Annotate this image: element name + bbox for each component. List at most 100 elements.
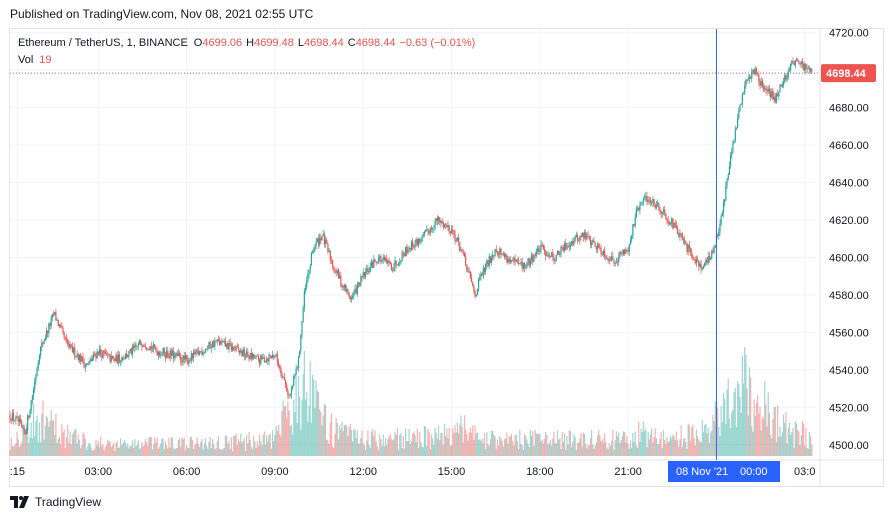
volume-bar [29, 437, 31, 456]
volume-bar [695, 429, 698, 456]
volume-bar [754, 415, 756, 456]
candle-body [178, 353, 181, 356]
candle-body [611, 256, 613, 261]
volume-bar [565, 449, 567, 456]
volume-bar [240, 433, 242, 456]
candle-body [122, 357, 124, 360]
candle-body [516, 259, 519, 261]
legend-high-label: H [246, 37, 254, 49]
candle-body [780, 84, 782, 87]
candle-body [519, 263, 521, 264]
candle-body [645, 196, 647, 199]
tradingview-footer[interactable]: TradingView [10, 495, 101, 509]
candle-body [512, 260, 514, 262]
volume-bar [467, 440, 469, 456]
candle-body [448, 225, 450, 232]
candle-body [555, 254, 557, 260]
volume-bar [22, 424, 24, 456]
candle-body [37, 362, 39, 369]
volume-bar [353, 429, 355, 456]
candle-body [273, 354, 275, 358]
candle-body [546, 255, 548, 257]
volume-bar [612, 429, 614, 456]
volume-bar [797, 429, 799, 456]
candle-body [317, 238, 320, 245]
volume-bar [165, 444, 168, 456]
candle-body [779, 84, 781, 92]
candle-body [528, 258, 530, 266]
volume-bar [453, 433, 455, 456]
candle-body [125, 354, 128, 358]
volume-bar [109, 441, 111, 456]
candle-body [355, 288, 357, 294]
volume-bar [108, 441, 110, 456]
candle-body [601, 254, 603, 255]
price-axis[interactable]: 4720.004700.004680.004660.004640.004620.… [829, 28, 869, 452]
volume-bar [238, 441, 241, 456]
candle-body [379, 256, 381, 258]
candle-body [353, 292, 355, 296]
volume-bar [538, 433, 540, 456]
candle-body [772, 90, 774, 101]
volume-bar [442, 445, 444, 456]
volume-bar [356, 430, 358, 456]
candle-body [748, 77, 751, 80]
candle-body [10, 418, 12, 421]
candle-body [400, 260, 402, 263]
volume-bar [726, 389, 728, 456]
candle-body [679, 233, 681, 237]
candle-body [720, 215, 722, 224]
volume-bar [722, 392, 725, 456]
volume-bar [489, 438, 491, 456]
volume-bar [732, 409, 734, 456]
volume-bar [553, 431, 555, 456]
volume-bar [346, 425, 348, 456]
volume-bar [257, 445, 260, 456]
volume-bar [28, 442, 30, 456]
volume-bar [191, 440, 194, 456]
volume-bar [113, 442, 115, 456]
volume-bar [645, 428, 647, 456]
candle-body [702, 266, 705, 269]
candle-body [274, 355, 276, 358]
candle-body [648, 199, 650, 201]
candle-body [486, 260, 488, 265]
volume-bar [708, 442, 710, 456]
volume-bar [742, 383, 745, 456]
volume-bar [236, 445, 238, 456]
candle-body [311, 251, 314, 253]
candle-body [492, 255, 494, 258]
candle-body [507, 258, 509, 263]
candle-body [47, 330, 49, 334]
volume-bar [790, 434, 792, 456]
volume-bar [328, 443, 330, 456]
candle-body [81, 356, 83, 362]
volume-bar [556, 430, 559, 456]
volume-bar [692, 424, 694, 456]
candle-body [342, 285, 344, 288]
volume-bar [785, 412, 787, 456]
candle-body [374, 259, 376, 262]
volume-bar [655, 438, 657, 456]
volume-bar [301, 400, 303, 456]
legend-symbol[interactable]: Ethereum / TetherUS [18, 37, 121, 49]
candle-body [603, 250, 606, 257]
candle-body [78, 354, 81, 360]
candle-body [133, 346, 135, 348]
volume-bar [466, 434, 468, 456]
candle-body [422, 234, 424, 236]
time-tick-label: 12:00 [349, 466, 377, 478]
candle-body [211, 341, 214, 348]
candle-body [202, 352, 204, 355]
candle-body [72, 347, 75, 353]
time-axis[interactable]: :15 03:00 06:00 09:00 12:00 15:00 18:00 21:00 03… [10, 466, 816, 478]
volume-bar [354, 429, 356, 456]
candle-body [21, 422, 23, 428]
volume-bar [548, 442, 550, 456]
candle-body [741, 94, 743, 104]
candle-body [275, 354, 277, 356]
price-tick-label: 4640.00 [829, 178, 869, 190]
volume-bar [242, 440, 244, 456]
candle-body [644, 198, 646, 200]
